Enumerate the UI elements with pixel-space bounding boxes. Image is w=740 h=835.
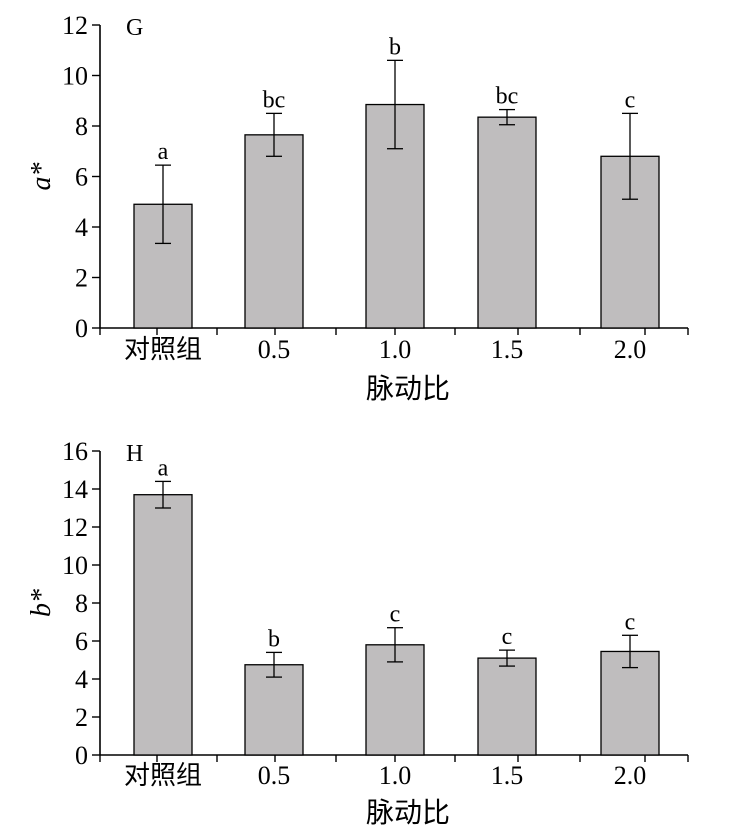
x-tick-label: 2.0 (614, 335, 647, 364)
x-tick-label: 对照组 (124, 761, 202, 790)
significance-label: c (625, 609, 636, 635)
significance-label: bc (263, 87, 286, 113)
x-tick-label: 对照组 (124, 335, 202, 364)
y-tick-label: 6 (75, 627, 88, 656)
significance-label: b (268, 626, 280, 652)
significance-label: b (389, 34, 401, 60)
bar-2 (244, 664, 304, 756)
significance-label: c (390, 602, 401, 628)
y-tick-label: 12 (62, 513, 88, 542)
significance-label: a (158, 455, 169, 481)
y-tick-label: 2 (75, 264, 88, 293)
bar-2 (244, 134, 304, 329)
x-axis-title: 脉动比 (366, 797, 450, 829)
y-tick-label: 10 (62, 551, 88, 580)
x-tick-label: 1.0 (379, 761, 412, 790)
y-tick-label: 0 (75, 314, 88, 343)
bar-4 (477, 657, 537, 756)
y-tick-label: 0 (75, 741, 88, 770)
y-tick-label: 6 (75, 163, 88, 192)
y-axis-title: b* (26, 589, 57, 617)
y-tick-label: 4 (75, 665, 88, 694)
bar-4 (477, 116, 537, 329)
x-tick-label: 1.0 (379, 335, 412, 364)
y-tick-label: 4 (75, 213, 88, 242)
y-tick-label: 12 (62, 11, 88, 40)
bar-3 (365, 644, 425, 756)
x-tick-label: 1.5 (491, 335, 524, 364)
y-tick-label: 14 (62, 475, 88, 504)
y-tick-label: 16 (62, 437, 88, 466)
significance-label: c (625, 87, 636, 113)
y-tick-label: 8 (75, 589, 88, 618)
bar-5 (600, 650, 660, 756)
x-tick-label: 0.5 (258, 335, 291, 364)
significance-label: c (502, 624, 513, 650)
x-axis-title: 脉动比 (366, 373, 450, 405)
panel-label: H (126, 441, 143, 467)
x-tick-label: 1.5 (491, 761, 524, 790)
y-tick-label: 2 (75, 703, 88, 732)
bar-1 (133, 494, 193, 756)
panel-label: G (126, 15, 143, 41)
y-axis-title: a* (26, 163, 57, 191)
x-tick-label: 0.5 (258, 761, 291, 790)
y-tick-label: 8 (75, 112, 88, 141)
x-tick-label: 2.0 (614, 761, 647, 790)
y-tick-label: 10 (62, 62, 88, 91)
significance-label: a (158, 139, 169, 165)
significance-label: bc (496, 84, 519, 110)
